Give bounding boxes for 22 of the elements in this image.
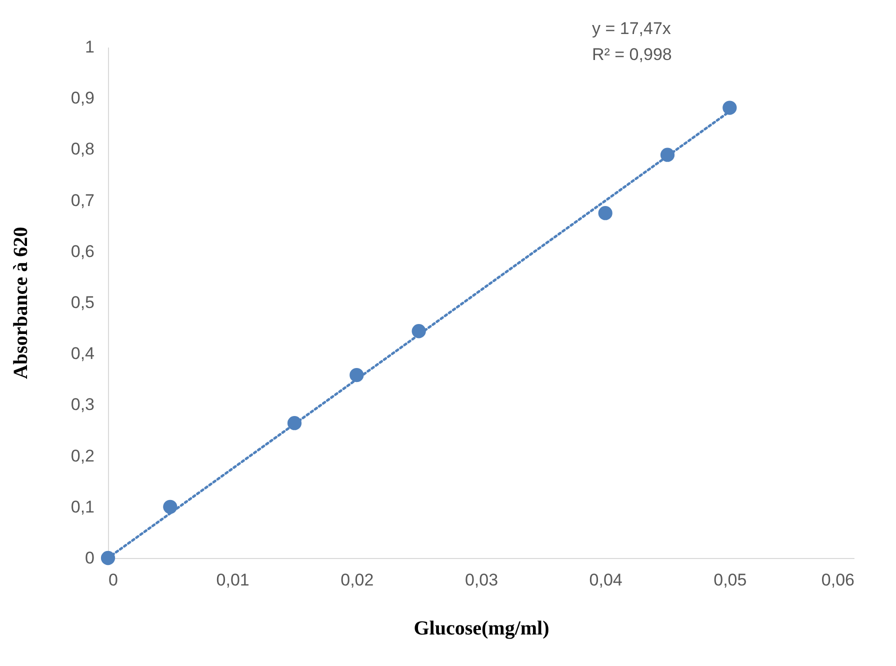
y-tick-label: 0,3	[70, 395, 94, 414]
text: y = 17,47x	[592, 19, 672, 38]
y-tick-label: 0	[85, 548, 94, 568]
x-tick-label: 0,04	[589, 570, 622, 590]
x-tick-label: 0	[108, 570, 118, 590]
y-tick-label: 0,9	[70, 88, 94, 108]
x-axis-title: Glucose(mg/ml)	[414, 618, 550, 640]
y-tick-label: 0,6	[70, 242, 94, 261]
y-tick-label: 0,1	[70, 497, 94, 516]
x-tick-label: 0,05	[714, 570, 747, 590]
y-axis-title: Absorbance à 620	[10, 226, 32, 380]
x-tick-label: 0,06	[821, 570, 854, 590]
y-tick-label: 0,5	[70, 293, 94, 312]
y-tick-label: 0,8	[70, 140, 94, 159]
x-tick-label: 0,01	[216, 570, 250, 590]
x-tick-label: 0,02	[340, 570, 374, 590]
y-tick-label: 0,2	[70, 446, 94, 466]
y-tick-label: 0,4	[70, 344, 94, 364]
x-tick-label: 0,03	[464, 570, 498, 590]
annotation: R² = 0,998	[592, 45, 672, 64]
y-tick-label: 0,7	[70, 190, 94, 210]
y-tick-label: 1	[85, 38, 94, 56]
